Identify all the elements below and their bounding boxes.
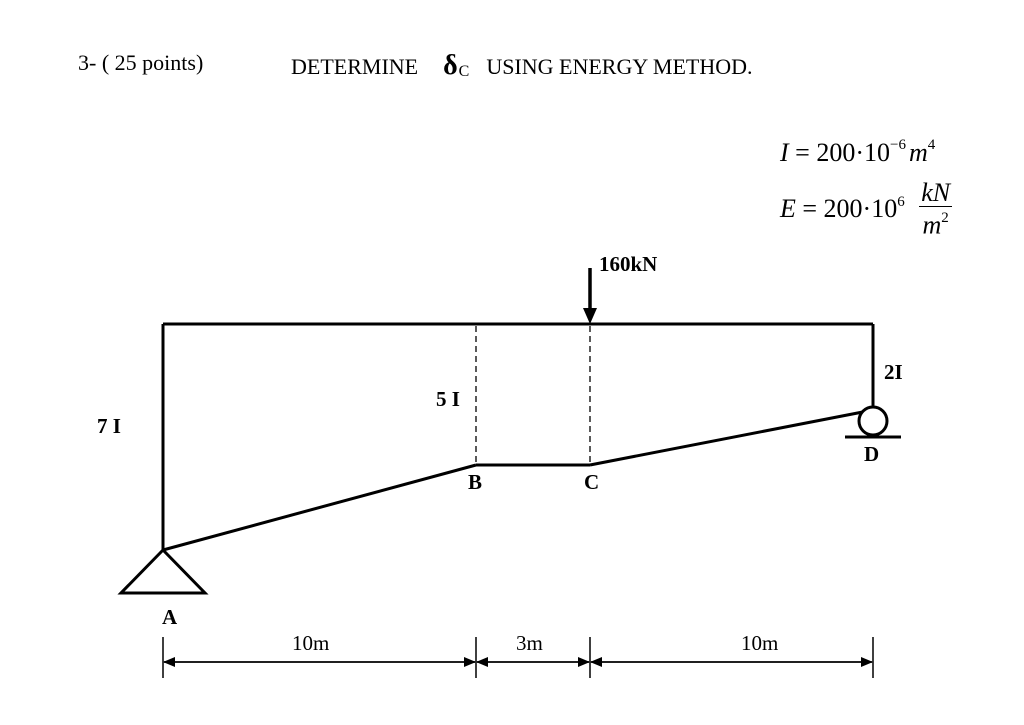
dim-label-CD: 10m (741, 631, 779, 655)
I-unit: m (908, 138, 928, 167)
load-label: 160kN (599, 252, 658, 276)
E-unit-numerator: kN (919, 178, 953, 207)
E-unit-denominator: m (922, 210, 942, 240)
E-unit-fraction: kN m2 (919, 178, 953, 240)
bottom-member-CD (589, 408, 874, 467)
roller-support-D (857, 405, 889, 437)
delta-subscript: C (458, 63, 470, 80)
node-label-A: A (162, 605, 178, 629)
dim-label-BC: 3m (516, 631, 543, 655)
member-label-7I: 7 I (97, 414, 121, 438)
pin-support-A (117, 547, 209, 595)
node-label-C: C (584, 470, 600, 494)
problem-instruction: DETERMINE δC USING ENERGY METHOD. (291, 50, 753, 82)
delta-symbol: δ (443, 50, 458, 81)
I-exponent: −6 (890, 137, 906, 154)
member-label-5I: 5 I (436, 387, 460, 411)
symbol-E: E (780, 194, 796, 224)
node-label-B: B (468, 470, 483, 494)
instruction-suffix: USING ENERGY METHOD. (486, 54, 753, 79)
member-label-2I: 2I (884, 360, 903, 384)
instruction-prefix: DETERMINE (291, 54, 419, 79)
I-unit-exponent: 4 (927, 137, 936, 154)
node-label-D: D (864, 442, 880, 466)
dim-label-AB: 10m (292, 631, 330, 655)
E-exponent: 6 (897, 193, 905, 210)
bottom-member-AB (162, 463, 477, 552)
problem-number: 3- ( 25 points) (78, 50, 204, 75)
elastic-modulus-equation: E = 200·106 kN m2 (780, 178, 953, 240)
symbol-I: I (780, 138, 789, 167)
moment-of-inertia-equation: I = 200·10−6 m4 (780, 137, 936, 168)
E-value: = 200·10 (795, 194, 898, 224)
E-unit-den-exponent: 2 (941, 210, 949, 226)
load-arrow-head (583, 308, 597, 324)
I-value: = 200·10 (788, 138, 890, 167)
